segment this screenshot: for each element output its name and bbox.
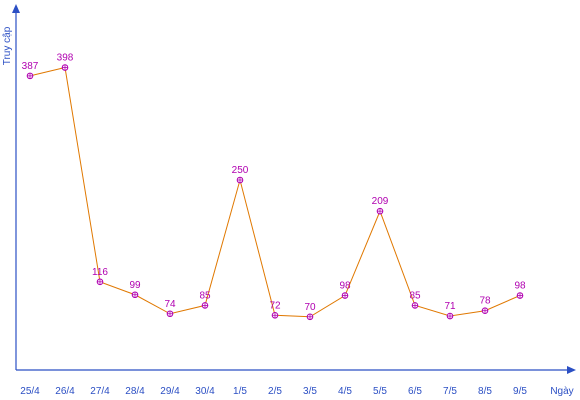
data-label: 387 — [22, 61, 39, 72]
data-label: 209 — [372, 196, 389, 207]
data-label: 85 — [199, 290, 211, 301]
x-tick-label: 2/5 — [268, 386, 282, 397]
x-tick-label: 5/5 — [373, 386, 387, 397]
x-tick-label: 1/5 — [233, 386, 247, 397]
data-label: 78 — [479, 296, 491, 307]
data-point: 70 — [304, 302, 316, 321]
data-point: 85 — [199, 290, 211, 309]
x-tick-label: 6/5 — [408, 386, 422, 397]
data-point: 99 — [129, 280, 141, 299]
data-point: 78 — [479, 296, 491, 315]
data-label: 72 — [269, 300, 281, 311]
data-label: 98 — [514, 281, 526, 292]
series-line — [29, 66, 521, 318]
data-label: 70 — [304, 302, 316, 313]
data-point: 250 — [232, 165, 249, 184]
series-layer: 387 398 116 99 74 85 250 72 70 98 209 85 71 78 98 — [22, 53, 526, 321]
x-axis-title: Ngày — [550, 386, 573, 397]
x-tick-label: 28/4 — [125, 386, 145, 397]
x-tick-label: 3/5 — [303, 386, 317, 397]
data-label: 98 — [339, 281, 351, 292]
data-label: 398 — [57, 53, 74, 64]
x-tick-labels: 25/4 26/4 27/4 28/4 29/4 30/4 1/5 2/5 3/5 4/5 5/5 6… — [20, 386, 527, 397]
data-point: 98 — [514, 281, 526, 299]
y-axis-arrow — [12, 4, 20, 13]
x-tick-label: 4/5 — [338, 386, 352, 397]
data-point: 98 — [339, 281, 351, 299]
data-label: 85 — [409, 290, 421, 301]
data-label: 74 — [164, 299, 176, 310]
data-label: 71 — [444, 301, 456, 312]
x-axis-arrow — [567, 366, 576, 374]
data-label: 99 — [129, 280, 141, 291]
data-point: 398 — [57, 53, 74, 71]
x-tick-label: 30/4 — [195, 386, 215, 397]
data-point: 116 — [92, 267, 108, 286]
data-label: 250 — [232, 165, 249, 176]
data-point: 72 — [269, 300, 281, 319]
data-point: 209 — [372, 196, 389, 215]
data-label: 116 — [92, 267, 108, 278]
axes: Truy cập Ngày — [2, 4, 576, 397]
data-point: 85 — [409, 290, 421, 309]
x-tick-label: 8/5 — [478, 386, 492, 397]
y-axis-title: Truy cập — [2, 26, 13, 65]
data-point: 71 — [444, 301, 456, 320]
x-tick-label: 27/4 — [90, 386, 110, 397]
x-tick-label: 7/5 — [443, 386, 457, 397]
x-tick-label: 25/4 — [20, 386, 40, 397]
data-point: 387 — [22, 61, 39, 80]
x-tick-label: 26/4 — [55, 386, 75, 397]
data-point: 74 — [164, 299, 176, 318]
x-tick-label: 9/5 — [513, 386, 527, 397]
x-tick-label: 29/4 — [160, 386, 180, 397]
